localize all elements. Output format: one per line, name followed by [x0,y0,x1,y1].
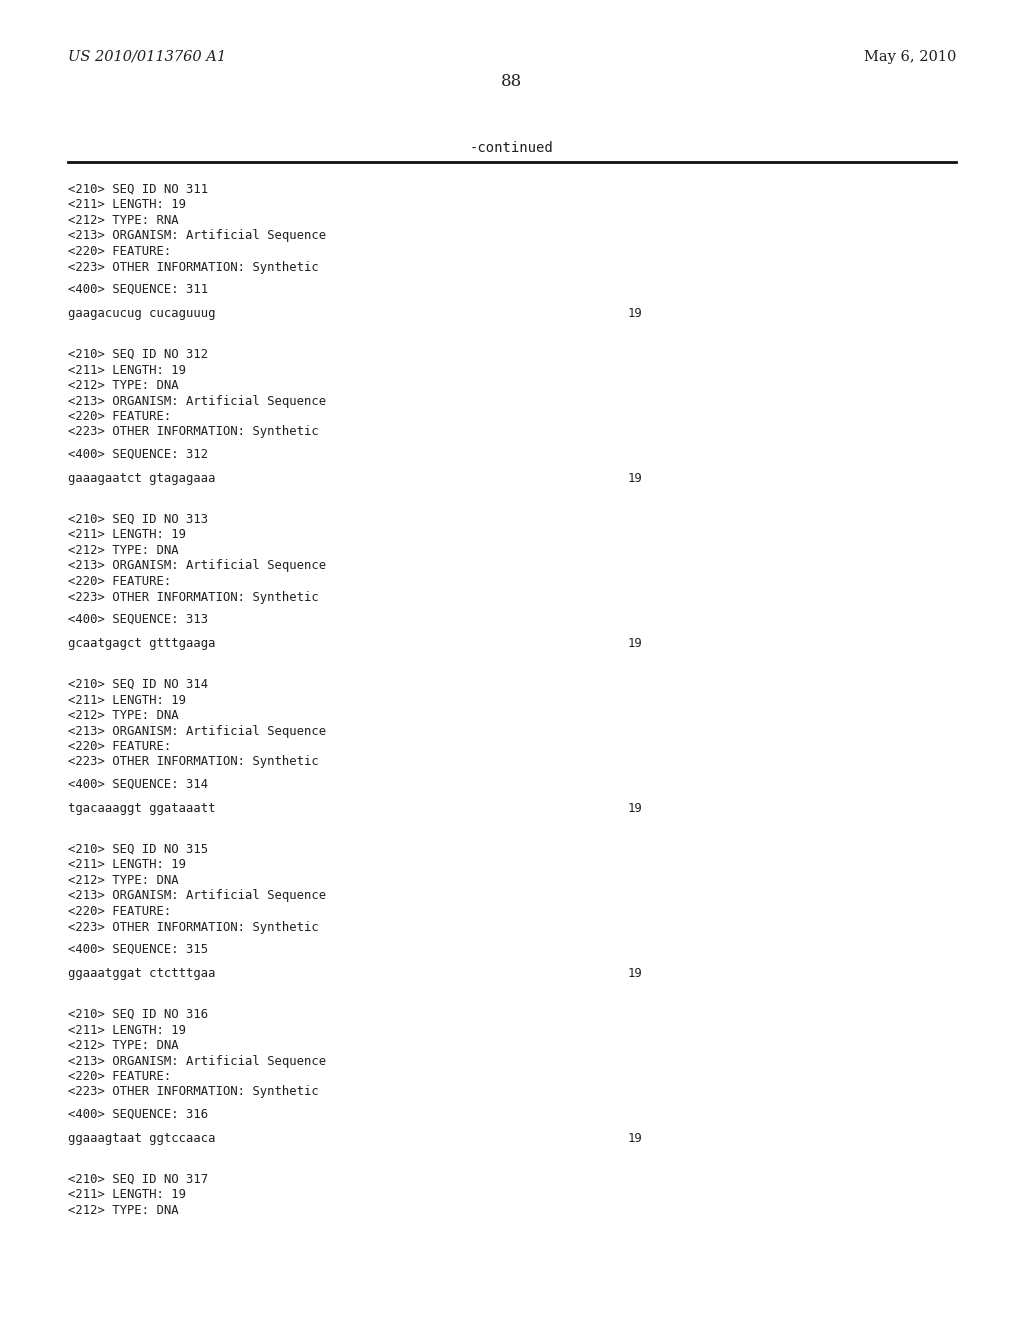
Text: gaaagaatct gtagagaaa: gaaagaatct gtagagaaa [68,473,215,484]
Text: <220> FEATURE:: <220> FEATURE: [68,246,171,257]
Text: <212> TYPE: DNA: <212> TYPE: DNA [68,1204,178,1217]
Text: <210> SEQ ID NO 316: <210> SEQ ID NO 316 [68,1008,208,1020]
Text: <213> ORGANISM: Artificial Sequence: <213> ORGANISM: Artificial Sequence [68,890,326,903]
Text: <210> SEQ ID NO 314: <210> SEQ ID NO 314 [68,678,208,690]
Text: <211> LENGTH: 19: <211> LENGTH: 19 [68,858,186,871]
Text: <211> LENGTH: 19: <211> LENGTH: 19 [68,693,186,706]
Text: <211> LENGTH: 19: <211> LENGTH: 19 [68,1188,186,1201]
Text: 19: 19 [628,638,643,649]
Text: <213> ORGANISM: Artificial Sequence: <213> ORGANISM: Artificial Sequence [68,725,326,738]
Text: <223> OTHER INFORMATION: Synthetic: <223> OTHER INFORMATION: Synthetic [68,260,318,273]
Text: <223> OTHER INFORMATION: Synthetic: <223> OTHER INFORMATION: Synthetic [68,590,318,603]
Text: <400> SEQUENCE: 314: <400> SEQUENCE: 314 [68,777,208,791]
Text: <212> TYPE: DNA: <212> TYPE: DNA [68,1039,178,1052]
Text: tgacaaaggt ggataaatt: tgacaaaggt ggataaatt [68,803,215,814]
Text: <210> SEQ ID NO 315: <210> SEQ ID NO 315 [68,843,208,855]
Text: <400> SEQUENCE: 315: <400> SEQUENCE: 315 [68,942,208,956]
Text: <400> SEQUENCE: 316: <400> SEQUENCE: 316 [68,1107,208,1121]
Text: <220> FEATURE:: <220> FEATURE: [68,741,171,752]
Text: <400> SEQUENCE: 312: <400> SEQUENCE: 312 [68,447,208,461]
Text: 88: 88 [502,74,522,91]
Text: <210> SEQ ID NO 317: <210> SEQ ID NO 317 [68,1173,208,1185]
Text: 19: 19 [628,473,643,484]
Text: <212> TYPE: DNA: <212> TYPE: DNA [68,709,178,722]
Text: <212> TYPE: RNA: <212> TYPE: RNA [68,214,178,227]
Text: <212> TYPE: DNA: <212> TYPE: DNA [68,874,178,887]
Text: ggaaatggat ctctttgaa: ggaaatggat ctctttgaa [68,968,215,979]
Text: <212> TYPE: DNA: <212> TYPE: DNA [68,379,178,392]
Text: <212> TYPE: DNA: <212> TYPE: DNA [68,544,178,557]
Text: <210> SEQ ID NO 311: <210> SEQ ID NO 311 [68,183,208,195]
Text: US 2010/0113760 A1: US 2010/0113760 A1 [68,50,226,63]
Text: <213> ORGANISM: Artificial Sequence: <213> ORGANISM: Artificial Sequence [68,560,326,573]
Text: 19: 19 [628,968,643,979]
Text: -continued: -continued [470,141,554,154]
Text: <400> SEQUENCE: 311: <400> SEQUENCE: 311 [68,282,208,296]
Text: <213> ORGANISM: Artificial Sequence: <213> ORGANISM: Artificial Sequence [68,230,326,243]
Text: <210> SEQ ID NO 312: <210> SEQ ID NO 312 [68,348,208,360]
Text: ggaaagtaat ggtccaaca: ggaaagtaat ggtccaaca [68,1133,215,1144]
Text: 19: 19 [628,1133,643,1144]
Text: <220> FEATURE:: <220> FEATURE: [68,576,171,587]
Text: <220> FEATURE:: <220> FEATURE: [68,1071,171,1082]
Text: <223> OTHER INFORMATION: Synthetic: <223> OTHER INFORMATION: Synthetic [68,1085,318,1098]
Text: <223> OTHER INFORMATION: Synthetic: <223> OTHER INFORMATION: Synthetic [68,425,318,438]
Text: <223> OTHER INFORMATION: Synthetic: <223> OTHER INFORMATION: Synthetic [68,920,318,933]
Text: <220> FEATURE:: <220> FEATURE: [68,411,171,422]
Text: <211> LENGTH: 19: <211> LENGTH: 19 [68,363,186,376]
Text: <400> SEQUENCE: 313: <400> SEQUENCE: 313 [68,612,208,626]
Text: <211> LENGTH: 19: <211> LENGTH: 19 [68,198,186,211]
Text: <211> LENGTH: 19: <211> LENGTH: 19 [68,528,186,541]
Text: May 6, 2010: May 6, 2010 [863,50,956,63]
Text: <211> LENGTH: 19: <211> LENGTH: 19 [68,1023,186,1036]
Text: 19: 19 [628,803,643,814]
Text: 19: 19 [628,308,643,319]
Text: <210> SEQ ID NO 313: <210> SEQ ID NO 313 [68,513,208,525]
Text: gaagacucug cucaguuug: gaagacucug cucaguuug [68,308,215,319]
Text: <220> FEATURE:: <220> FEATURE: [68,906,171,917]
Text: <213> ORGANISM: Artificial Sequence: <213> ORGANISM: Artificial Sequence [68,395,326,408]
Text: <213> ORGANISM: Artificial Sequence: <213> ORGANISM: Artificial Sequence [68,1055,326,1068]
Text: gcaatgagct gtttgaaga: gcaatgagct gtttgaaga [68,638,215,649]
Text: <223> OTHER INFORMATION: Synthetic: <223> OTHER INFORMATION: Synthetic [68,755,318,768]
